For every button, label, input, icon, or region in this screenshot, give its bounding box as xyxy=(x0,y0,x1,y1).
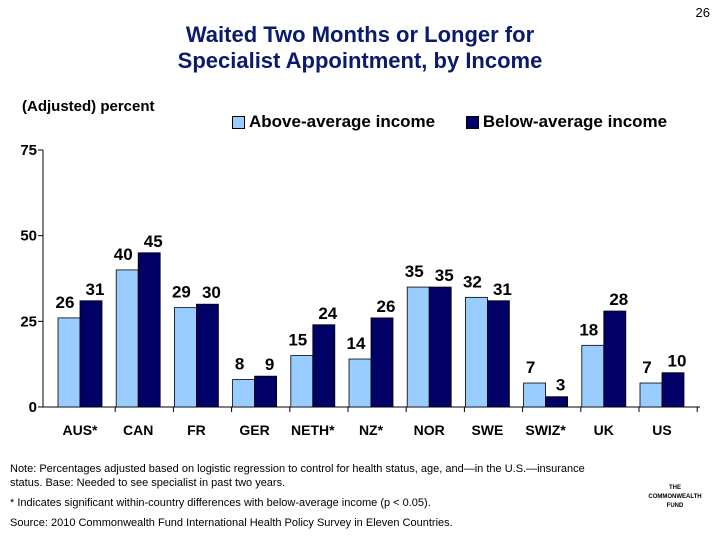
note-text: Note: Percentages adjusted based on logi… xyxy=(10,463,585,489)
y-tick-label: 0 xyxy=(29,399,37,416)
data-label-above: 8 xyxy=(235,355,244,374)
legend-label-above: Above-average income xyxy=(249,112,436,131)
significance-note: * Indicates significant within-country d… xyxy=(10,497,431,509)
x-tick-label: NZ* xyxy=(359,422,384,438)
legend: Above-average income Below-average incom… xyxy=(232,112,693,134)
data-label-below: 26 xyxy=(377,297,396,316)
data-label-above: 18 xyxy=(579,320,598,339)
data-label-above: 32 xyxy=(463,272,482,291)
x-tick-label: UK xyxy=(594,422,614,438)
bar-above-average xyxy=(290,355,314,408)
legend-item-above: Above-average income xyxy=(232,112,435,132)
logo-line-3: FUND xyxy=(666,503,684,509)
bar-below-average xyxy=(486,300,510,408)
data-label-above: 7 xyxy=(642,358,651,377)
logo-line-2: COMMONWEALTH xyxy=(648,494,702,500)
x-tick-label: NOR xyxy=(414,422,445,438)
bar-below-average xyxy=(137,252,161,408)
bar-below-average xyxy=(545,396,568,408)
x-tick-label: AUS* xyxy=(62,422,98,438)
chart-title: Waited Two Months or Longer for Speciali… xyxy=(0,22,720,74)
data-label-below: 35 xyxy=(435,266,454,285)
commonwealth-fund-logo: THE COMMONWEALTH FUND xyxy=(640,484,710,511)
data-label-above: 14 xyxy=(347,334,366,353)
x-tick-label: GER xyxy=(239,422,269,438)
data-label-below: 3 xyxy=(556,376,565,395)
bar-below-average xyxy=(195,303,219,408)
y-tick-label: 25 xyxy=(20,313,37,330)
bar-above-average xyxy=(348,358,372,408)
bar-above-average xyxy=(115,269,139,408)
x-tick-label: NETH* xyxy=(291,422,335,438)
data-label-below: 10 xyxy=(668,352,687,371)
bar-below-average xyxy=(370,317,394,408)
bar-below-average xyxy=(661,372,685,408)
x-tick-label: FR xyxy=(187,422,206,438)
legend-swatch-above xyxy=(232,115,245,129)
logo-line-1: THE xyxy=(669,485,681,491)
x-tick-label: SWE xyxy=(471,422,503,438)
legend-swatch-below xyxy=(465,115,479,129)
bar-chart: 0 25 50 75 AUS* 26 31 CAN 40 45 FR 29 30 GER 8 9 NETH* 15… xyxy=(20,142,700,438)
data-label-below: 9 xyxy=(265,355,274,374)
bar-below-average xyxy=(312,324,336,408)
bar-below-average xyxy=(603,310,627,408)
source-note: Source: 2010 Commonwealth Fund Internati… xyxy=(10,517,453,529)
chart-title-line-1: Waited Two Months or Longer for xyxy=(185,22,535,47)
bar-above-average xyxy=(581,344,605,408)
page-number: 26 xyxy=(695,5,710,20)
x-tick-label: SWIZ* xyxy=(525,422,566,438)
legend-label-below: Below-average income xyxy=(482,112,668,131)
bar-above-average xyxy=(232,379,256,408)
bar-above-average xyxy=(406,286,430,408)
y-axis-label: (Adjusted) percent xyxy=(22,98,155,115)
data-label-below: 45 xyxy=(144,232,163,251)
data-label-below: 31 xyxy=(86,280,105,299)
data-label-below: 31 xyxy=(493,280,512,299)
data-label-above: 15 xyxy=(288,331,307,350)
y-tick-label: 50 xyxy=(20,228,37,245)
legend-item-below: Below-average income xyxy=(465,112,668,132)
data-label-below: 30 xyxy=(202,283,221,302)
bar-below-average xyxy=(79,300,103,408)
data-label-above: 26 xyxy=(56,293,75,312)
y-tick-label: 75 xyxy=(20,142,37,159)
bar-below-average xyxy=(428,286,452,408)
bar-above-average xyxy=(464,296,488,408)
data-label-below: 24 xyxy=(318,304,337,323)
bar-above-average xyxy=(639,382,663,408)
data-label-below: 28 xyxy=(609,290,628,309)
data-label-above: 35 xyxy=(405,262,424,281)
data-label-above: 40 xyxy=(114,245,133,264)
bar-below-average xyxy=(254,375,278,408)
chart-title-line-2: Specialist Appointment, by Income xyxy=(177,48,543,73)
x-tick-label: CAN xyxy=(123,422,153,438)
data-label-above: 7 xyxy=(526,358,535,377)
bar-above-average xyxy=(173,307,197,408)
data-label-above: 29 xyxy=(172,283,191,302)
notes: Note: Percentages adjusted based on logi… xyxy=(10,462,600,536)
bar-above-average xyxy=(523,382,546,408)
x-tick-label: US xyxy=(652,422,671,438)
bar-above-average xyxy=(57,317,81,408)
